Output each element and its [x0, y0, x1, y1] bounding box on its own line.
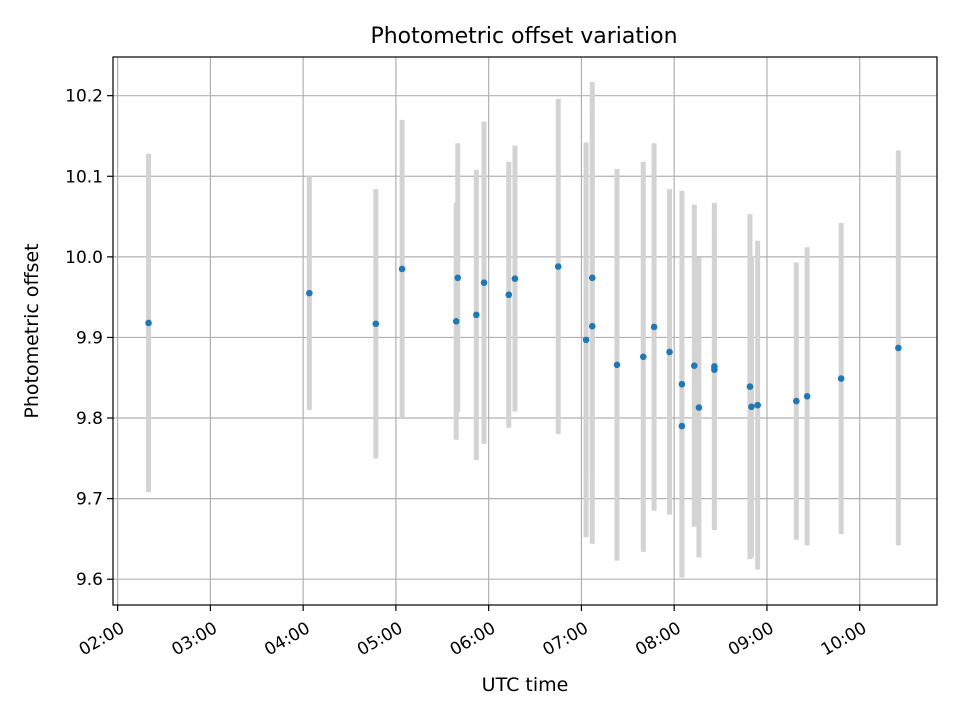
data-point — [398, 265, 406, 273]
data-point — [505, 291, 513, 299]
data-point — [582, 336, 590, 344]
data-point — [639, 353, 647, 361]
data-point — [306, 289, 313, 297]
y-axis-ticks: 9.6 9.7 9.8 9.9 10.0 10.1 10.2 — [65, 87, 113, 590]
data-point — [690, 362, 698, 369]
y-tick-label: 9.6 — [76, 570, 103, 590]
data-point — [588, 322, 596, 330]
data-point — [145, 319, 152, 327]
data-point — [678, 422, 686, 430]
y-axis-label: Photometric offset — [21, 243, 43, 418]
plot-frame — [112, 56, 938, 606]
data-point — [452, 318, 460, 325]
data-point — [554, 263, 562, 270]
data-point — [695, 404, 703, 411]
data-points — [145, 263, 902, 430]
plot-area — [113, 57, 937, 605]
y-tick-label: 9.9 — [76, 328, 103, 348]
data-point — [588, 274, 596, 282]
y-tick-label: 9.7 — [76, 490, 103, 510]
data-point — [666, 348, 673, 356]
data-point — [754, 401, 761, 409]
data-point — [895, 344, 902, 352]
data-point — [748, 403, 755, 411]
data-point — [678, 380, 686, 388]
data-point — [837, 375, 845, 382]
data-point — [793, 397, 800, 405]
y-tick-label: 9.8 — [76, 409, 103, 429]
data-point — [711, 366, 718, 373]
grid — [113, 57, 937, 605]
data-point — [746, 383, 754, 390]
data-point — [613, 361, 621, 369]
data-point — [454, 274, 462, 282]
data-point — [473, 311, 480, 319]
data-point — [511, 275, 519, 282]
chart-title: Photometric offset variation — [370, 24, 677, 49]
x-axis-label: UTC time — [482, 674, 569, 696]
data-point — [803, 392, 811, 400]
y-tick-label: 10.2 — [65, 87, 103, 107]
data-point — [480, 279, 488, 286]
data-point — [650, 323, 658, 331]
y-tick-label: 10.1 — [65, 167, 103, 187]
y-tick-label: 10.0 — [65, 248, 103, 268]
data-point — [372, 320, 380, 328]
